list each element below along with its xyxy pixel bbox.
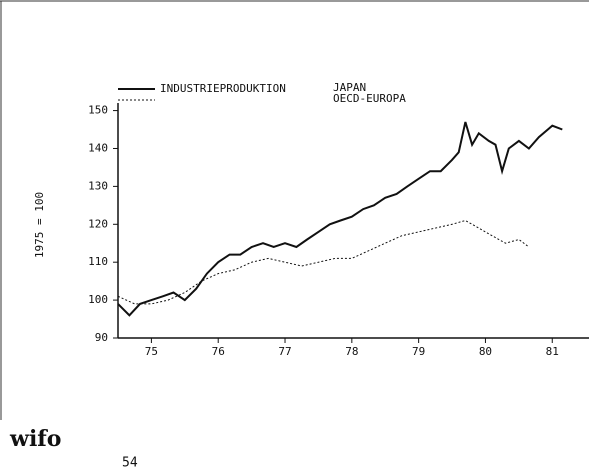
y-tick-label: 110	[88, 255, 108, 268]
x-tick-label: 76	[212, 345, 225, 358]
series-line	[117, 121, 563, 317]
page-number: 54	[122, 456, 138, 471]
y-tick-label: 140	[88, 141, 108, 154]
x-tick-label: 81	[546, 345, 559, 358]
logo: wifo	[9, 426, 61, 452]
y-tick-label: 130	[88, 179, 108, 192]
x-tick-label: 78	[345, 345, 358, 358]
y-tick-label: 100	[88, 293, 108, 306]
x-tick-label: 75	[145, 345, 158, 358]
y-tick-label: 150	[88, 104, 108, 117]
y-axis-label: 1975 = 100	[33, 192, 46, 258]
chart-title: INDUSTRIEPRODUKTION	[160, 82, 286, 95]
legend-label: JAPAN	[333, 81, 366, 94]
legend-label: OECD-EUROPA	[333, 92, 406, 105]
y-tick-label: 120	[88, 217, 108, 230]
y-tick-label: 90	[95, 331, 108, 344]
series-line	[117, 219, 530, 305]
x-tick-label: 77	[278, 345, 291, 358]
x-tick-label: 79	[412, 345, 425, 358]
x-tick-label: 80	[479, 345, 492, 358]
